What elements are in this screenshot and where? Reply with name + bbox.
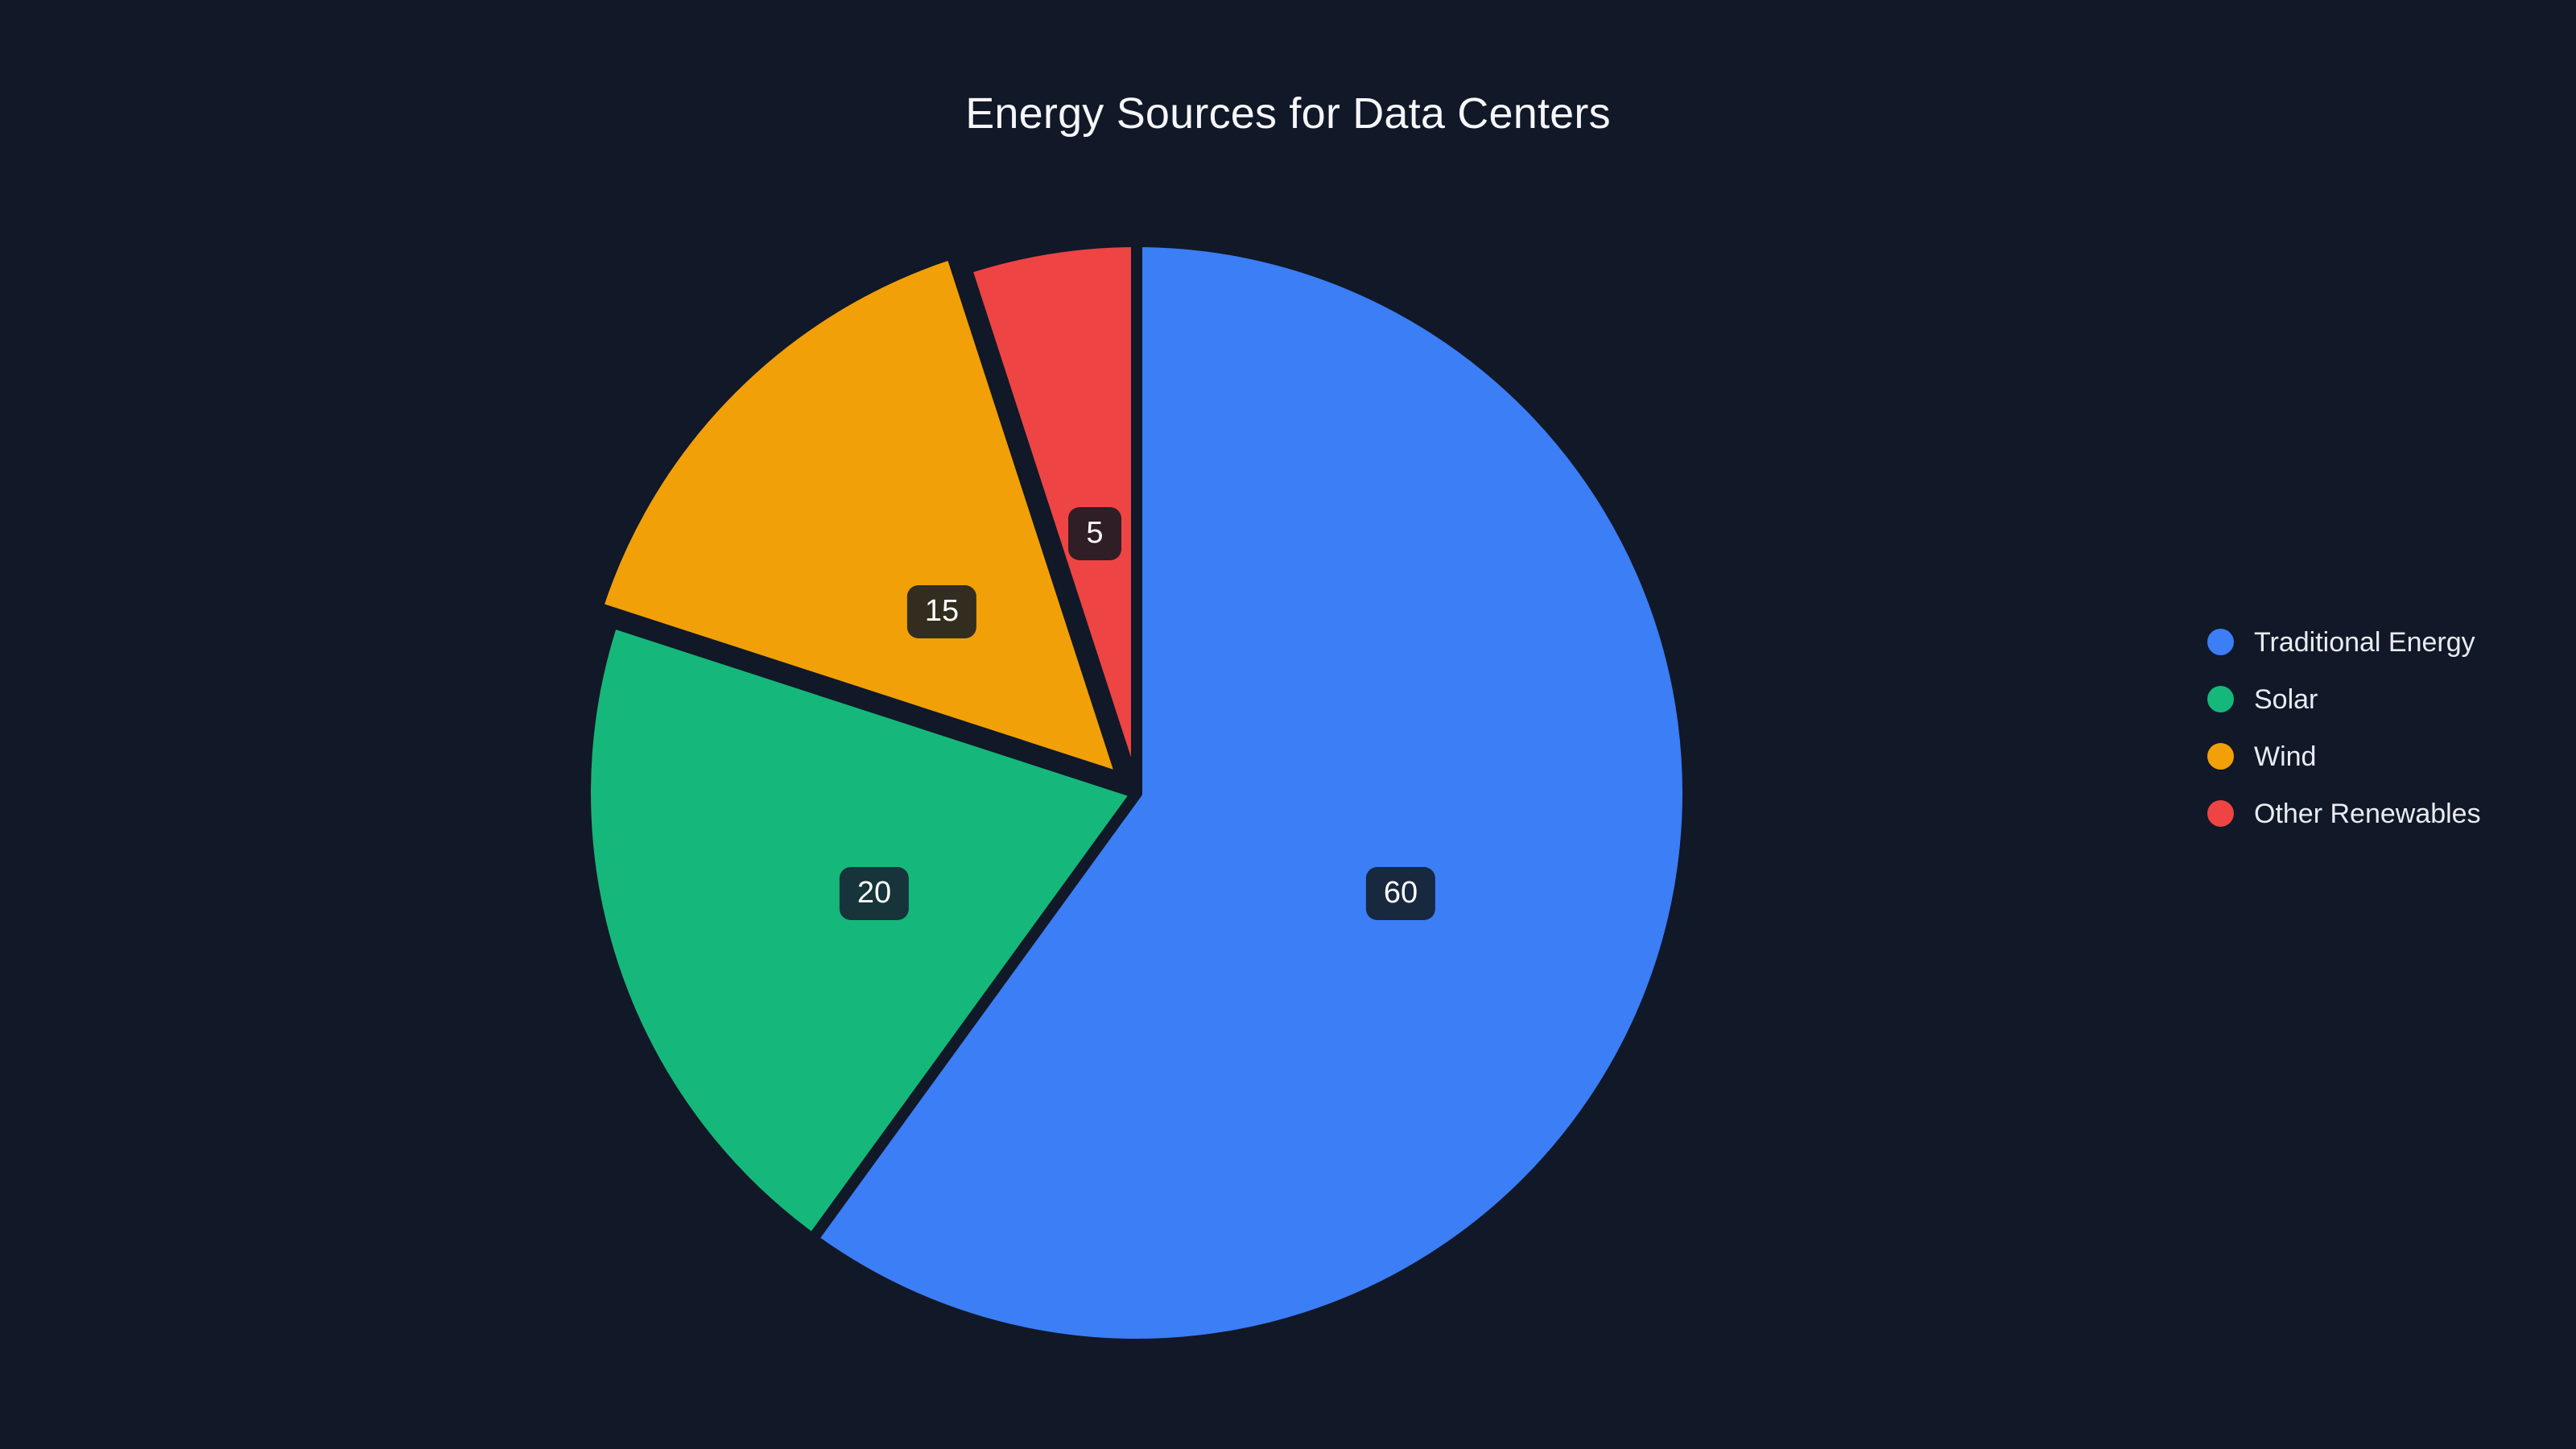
legend-color-dot-icon [2207,686,2234,712]
legend-item-label: Other Renewables [2254,798,2481,829]
legend-item[interactable]: Solar [2207,671,2553,728]
legend-color-dot-icon [2207,629,2234,655]
pie-slice-group [580,236,1694,1350]
pie-value-label: 15 [906,585,977,638]
legend: Traditional Energy Solar Wind Other Renewab… [2207,613,2553,842]
pie-slice[interactable] [592,248,1128,784]
pie-slice[interactable] [807,236,1694,1350]
pie-value-label: 20 [839,867,910,920]
pie-value-label: 60 [1365,867,1436,920]
pie-plot-area: 60 20 15 5 [584,242,1688,1344]
legend-item-label: Solar [2254,683,2318,715]
pie-slice[interactable] [960,236,1142,799]
legend-color-dot-icon [2207,743,2234,770]
legend-item[interactable]: Traditional Energy [2207,613,2553,671]
legend-item-label: Wind [2254,741,2317,772]
legend-item[interactable]: Other Renewables [2207,785,2553,842]
pie-slice[interactable] [580,617,1142,1245]
legend-item[interactable]: Wind [2207,728,2553,785]
pie-value-label: 5 [1068,507,1121,560]
legend-color-dot-icon [2207,800,2234,827]
legend-item-label: Traditional Energy [2254,626,2475,658]
